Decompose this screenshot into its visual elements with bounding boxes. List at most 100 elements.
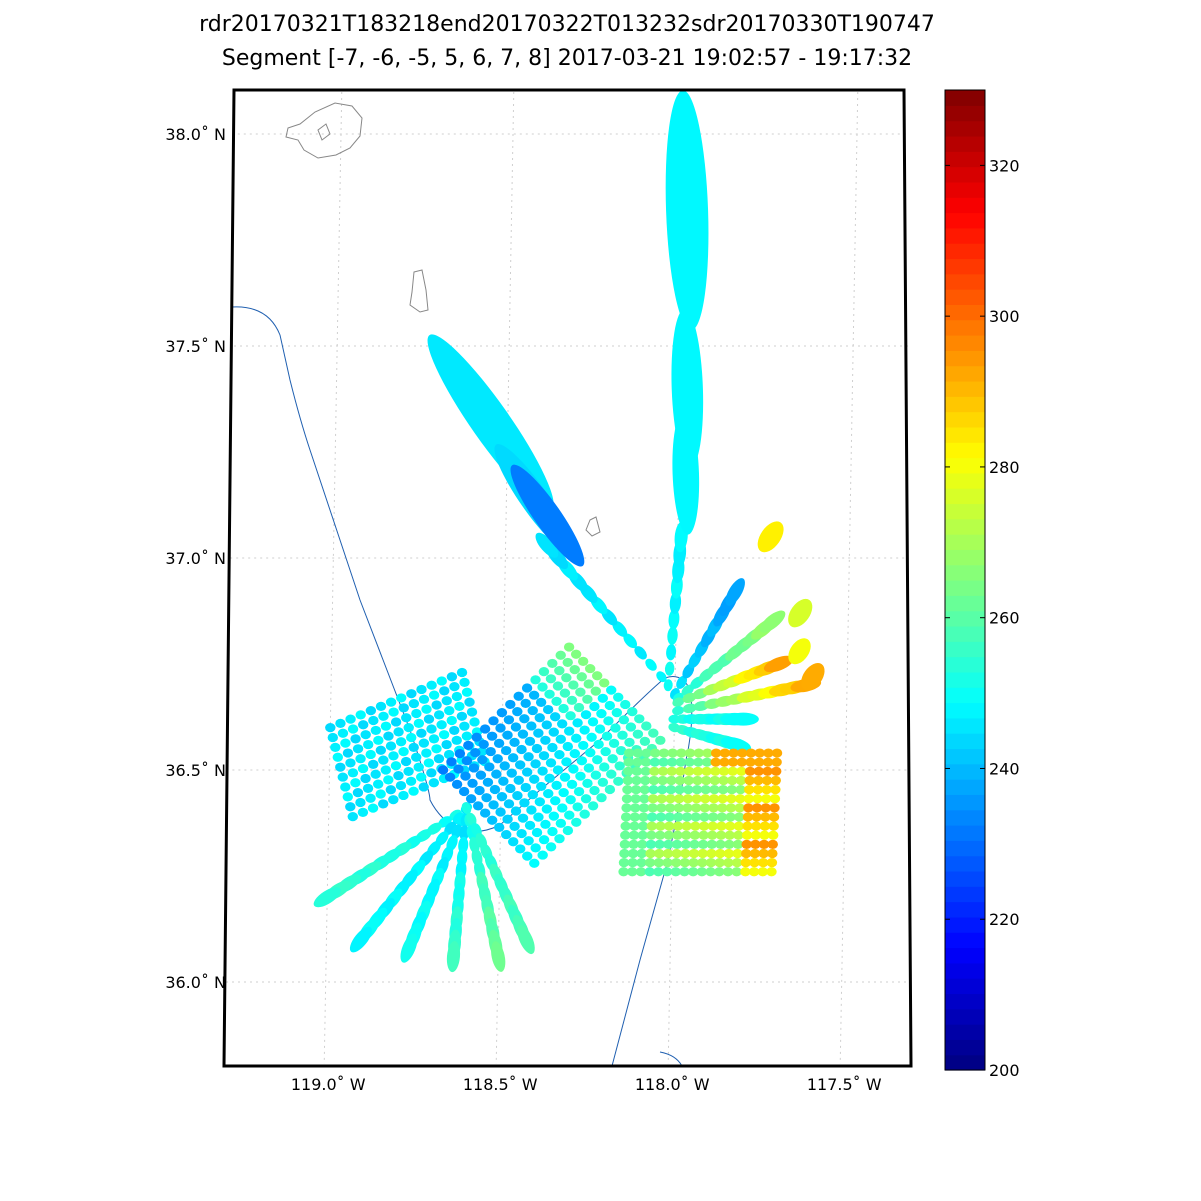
footprint xyxy=(606,769,617,779)
footprint xyxy=(679,858,691,868)
footprint xyxy=(724,839,735,849)
footprint xyxy=(594,724,606,734)
footprint xyxy=(619,839,631,849)
footprint xyxy=(644,867,655,877)
footprint xyxy=(451,691,463,702)
footprint xyxy=(689,839,700,849)
footprint xyxy=(684,757,695,767)
footprint xyxy=(613,776,624,786)
footprint xyxy=(732,839,744,849)
footprint xyxy=(714,858,725,868)
footprint xyxy=(545,674,557,684)
footprint xyxy=(728,748,739,758)
footprint xyxy=(530,759,541,769)
footprint xyxy=(426,768,437,778)
footprint xyxy=(717,794,728,804)
footprint xyxy=(385,785,397,795)
latitude-labels: 38.0˚ N 37.5˚ N 37.0˚ N 36.5˚ N 36.0˚ N xyxy=(165,125,226,992)
footprint xyxy=(461,731,473,741)
island-outline xyxy=(317,123,331,141)
footprint xyxy=(621,803,632,813)
footprint xyxy=(527,790,539,800)
footprint xyxy=(568,680,579,690)
footprint xyxy=(586,732,597,742)
footprint xyxy=(664,803,676,813)
footprint xyxy=(383,775,394,785)
footprint xyxy=(654,839,665,849)
footprint xyxy=(664,812,675,822)
footprint xyxy=(657,784,668,795)
footprint xyxy=(663,839,674,849)
colorbar-swatch xyxy=(945,595,985,612)
footprint xyxy=(538,667,550,677)
footprint xyxy=(365,749,376,760)
colorbar-swatch xyxy=(945,166,985,183)
footprint xyxy=(512,791,523,801)
footprint xyxy=(521,767,533,777)
footprint xyxy=(468,763,480,773)
colorbar-swatch xyxy=(945,90,985,106)
footprint xyxy=(491,769,502,779)
footprint xyxy=(630,803,641,813)
footprint xyxy=(593,739,604,750)
footprint xyxy=(517,925,535,955)
footprint xyxy=(639,794,650,804)
footprint xyxy=(541,720,552,730)
footprint xyxy=(453,764,464,774)
colorbar-swatch xyxy=(945,809,985,826)
footprint xyxy=(620,821,631,831)
footprint xyxy=(717,784,729,795)
footprint xyxy=(741,848,752,859)
colorbar-swatch xyxy=(945,503,985,520)
footprint xyxy=(699,803,711,813)
footprint xyxy=(770,784,781,795)
footprint xyxy=(753,775,764,786)
footprint xyxy=(700,784,711,795)
longitude-label: 117.5˚ W xyxy=(807,1075,882,1094)
colorbar-swatch xyxy=(945,1054,985,1071)
colorbar-swatch xyxy=(945,518,985,535)
footprint xyxy=(400,756,412,767)
footprint xyxy=(436,676,447,686)
footprint xyxy=(493,822,505,833)
footprint xyxy=(533,812,544,822)
footprint xyxy=(488,716,499,726)
footprint xyxy=(563,642,575,652)
footprint xyxy=(385,697,397,707)
footprint xyxy=(719,748,731,758)
footprint xyxy=(475,770,487,780)
footprint xyxy=(493,738,505,748)
footprint xyxy=(675,757,687,767)
footprint xyxy=(345,802,356,812)
footprint xyxy=(724,821,736,831)
footprint xyxy=(550,796,561,806)
footprint xyxy=(481,793,492,803)
footprint xyxy=(583,763,595,773)
footprint xyxy=(454,749,466,759)
footprint xyxy=(709,784,720,795)
footprint xyxy=(743,803,754,813)
footprint xyxy=(502,730,513,740)
footprint xyxy=(761,784,772,795)
footprint xyxy=(572,718,583,728)
footprint xyxy=(554,750,565,760)
footprint xyxy=(715,839,726,849)
colorbar-swatch xyxy=(945,794,985,811)
footprint xyxy=(405,776,417,786)
colorbar-swatch xyxy=(945,472,985,489)
footprint xyxy=(683,766,695,776)
footprint xyxy=(370,769,381,779)
footprint xyxy=(658,757,669,767)
colorbar-swatch xyxy=(945,1024,985,1040)
footprint xyxy=(558,703,569,714)
footprint xyxy=(492,754,503,764)
footprint xyxy=(771,757,782,767)
footprint xyxy=(439,686,450,696)
footprint xyxy=(352,788,364,798)
footprint xyxy=(653,858,664,868)
footprint xyxy=(714,848,726,859)
footprint xyxy=(788,638,811,665)
colorbar-swatch xyxy=(945,227,985,244)
footprint xyxy=(715,830,727,840)
footprint xyxy=(421,704,432,714)
